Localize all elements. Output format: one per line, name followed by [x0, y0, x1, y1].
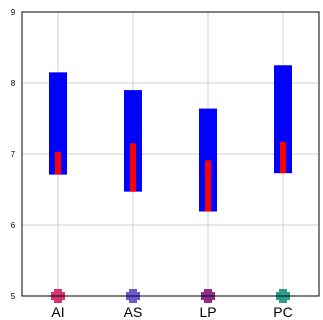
- x-tick-label: AI: [51, 304, 64, 320]
- x-tick-label: AS: [124, 304, 143, 320]
- x-tick-label: LP: [199, 304, 216, 320]
- y-tick-label: 8: [11, 79, 16, 88]
- y-tick-label: 9: [11, 8, 16, 17]
- x-tick-label: PC: [273, 304, 292, 320]
- inner-bar-pc: [280, 142, 286, 173]
- y-tick-label: 7: [11, 150, 16, 159]
- inner-bar-ai: [55, 152, 61, 175]
- y-tick-label: 6: [11, 221, 16, 230]
- inner-bar-as: [130, 143, 136, 191]
- y-tick-label: 5: [11, 292, 16, 301]
- inner-bar-lp: [205, 160, 211, 211]
